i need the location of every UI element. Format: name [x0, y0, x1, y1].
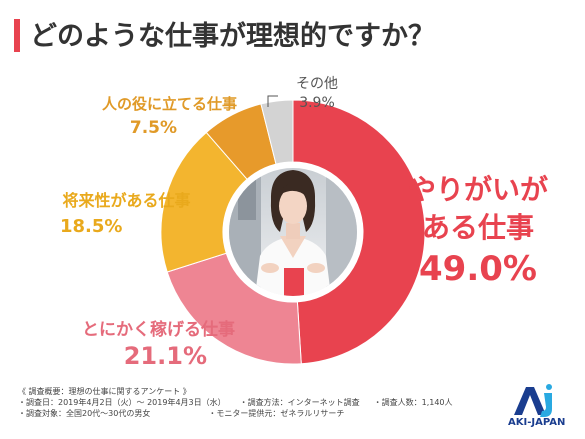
label-helpful-work: 人の役に立てる仕事 7.5%	[102, 93, 237, 138]
label-future-work: 将来性がある仕事 18.5%	[60, 187, 190, 237]
label-earning-work: とにかく稼げる仕事 21.1%	[82, 315, 235, 370]
survey-count: ・調査人数：1,140人	[373, 398, 453, 407]
label-rewarding-work-line2: ある仕事	[422, 211, 535, 244]
survey-date: ・調査日：2019年4月2日（火）～ 2019年4月3日（水）	[18, 398, 226, 407]
label-rewarding-work: やりがいが ある仕事 49.0%	[408, 171, 548, 289]
label-other: その他 3.9%	[296, 73, 338, 111]
label-earning-work-value: 21.1%	[123, 342, 207, 370]
label-helpful-work-value: 7.5%	[129, 118, 178, 138]
label-other-value: 3.9%	[299, 95, 335, 111]
aki-japan-logo-icon	[514, 384, 552, 417]
survey-provider: ・モニター提供元：ゼネラルリサーチ	[208, 409, 345, 418]
survey-heading: 《 調査概要：理想の仕事に関するアンケート 》	[18, 387, 191, 396]
title-accent-bar	[14, 19, 20, 52]
label-other-name: その他	[296, 76, 338, 92]
survey-notes: 《 調査概要：理想の仕事に関するアンケート 》 ・調査日：2019年4月2日（火…	[18, 386, 453, 419]
survey-method: ・調査方法：インターネット調査	[239, 398, 360, 407]
label-earning-work-name: とにかく稼げる仕事	[82, 320, 235, 340]
label-rewarding-work-line1: やりがいが	[408, 173, 549, 206]
label-rewarding-work-value: 49.0%	[419, 249, 537, 289]
other-leader-line	[267, 95, 278, 107]
page-title: どのような仕事が理想的ですか？	[30, 21, 435, 52]
label-helpful-work-name: 人の役に立てる仕事	[102, 95, 238, 113]
survey-target: ・調査対象：全国20代～30代の男女	[18, 409, 151, 418]
label-future-work-value: 18.5%	[60, 216, 123, 237]
label-future-work-name: 将来性がある仕事	[62, 191, 191, 210]
woman-photo	[229, 168, 357, 296]
logo-text: AKI-JAPAN	[508, 417, 566, 428]
